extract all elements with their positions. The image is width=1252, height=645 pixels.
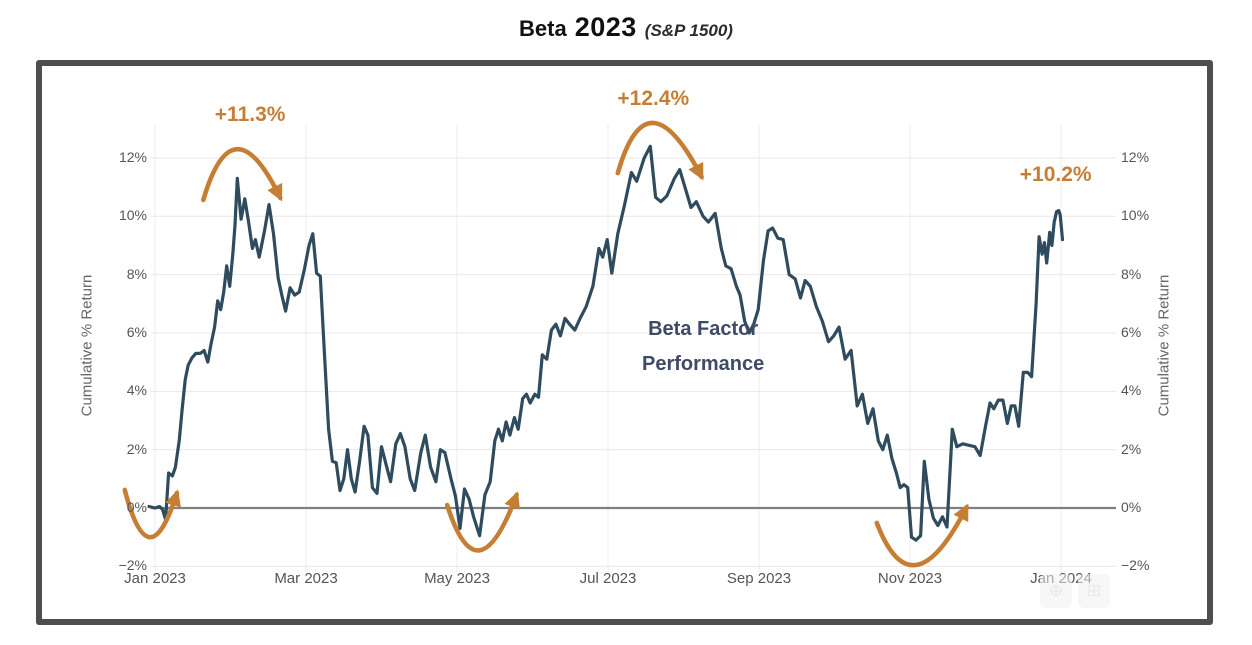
- y-tick-label-right: −2%: [1121, 557, 1150, 574]
- y-tick-label-left: 4%: [126, 382, 147, 399]
- y-tick-label-right: 10%: [1121, 207, 1150, 224]
- beta-factor-line: [147, 144, 1065, 542]
- y-tick-label-left: 2%: [126, 440, 147, 457]
- y-tick-label-right: 4%: [1121, 382, 1142, 399]
- trough-swing-arrow: [122, 487, 181, 540]
- y-tick-label-left: 8%: [126, 265, 147, 282]
- y-tick-label-left: 12%: [118, 148, 147, 165]
- peak-swing-arrow: [615, 120, 704, 181]
- y-tick-label-right: 6%: [1121, 323, 1142, 340]
- chart-title: Beta 2023 (S&P 1500): [0, 12, 1252, 43]
- title-beta-text: Beta: [519, 16, 567, 41]
- trough-swing-arrow: [444, 491, 520, 553]
- title-year-text: 2023: [574, 12, 637, 42]
- swing-value-label: +11.3%: [214, 102, 286, 126]
- x-tick-label: Mar 2023: [274, 570, 338, 587]
- y-tick-label-left: 6%: [126, 323, 147, 340]
- title-index-subtitle: (S&P 1500): [644, 21, 733, 40]
- trough-swing-arrow: [874, 503, 969, 568]
- y-axis-title-right: Cumulative % Return: [1155, 274, 1173, 417]
- y-tick-label-right: 2%: [1121, 440, 1142, 457]
- y-tick-label-right: 8%: [1121, 265, 1142, 282]
- x-tick-label: May 2023: [424, 570, 490, 587]
- x-tick-label: Jan 2023: [124, 570, 186, 587]
- y-tick-label-left: 10%: [118, 207, 147, 224]
- ghost-pan-icon[interactable]: ⊞: [1078, 574, 1110, 608]
- center-series-label: Performance: [641, 353, 765, 376]
- peak-swing-arrow: [201, 147, 283, 203]
- y-tick-label-left: 0%: [126, 499, 147, 515]
- ghost-zoom-icon[interactable]: ⊕: [1040, 574, 1072, 608]
- pan-grid-icon: ⊞: [1086, 581, 1102, 600]
- center-series-label: Beta Factor: [648, 318, 759, 341]
- x-tick-label: Sep 2023: [726, 570, 792, 587]
- x-tick-label: Jul 2023: [579, 570, 637, 587]
- swing-value-label: +12.4%: [617, 86, 690, 110]
- swing-value-label: +10.2%: [1019, 163, 1092, 187]
- zoom-plus-icon: ⊕: [1048, 581, 1064, 600]
- x-tick-label: Nov 2023: [877, 570, 943, 587]
- y-tick-label-left: −2%: [118, 557, 147, 574]
- y-tick-label-right: 12%: [1121, 148, 1150, 165]
- y-tick-label-right: 0%: [1121, 499, 1142, 515]
